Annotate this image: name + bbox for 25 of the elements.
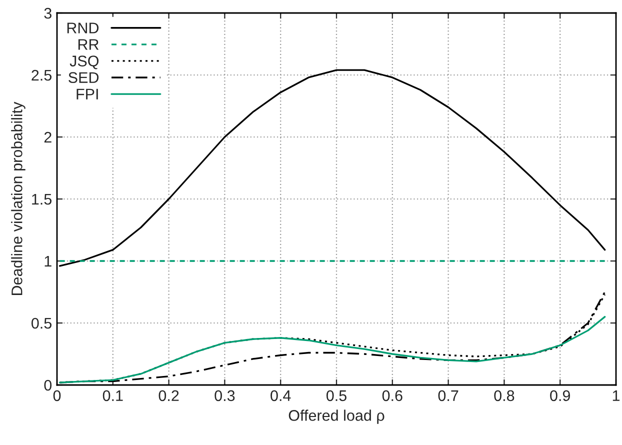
x-tick-label: 0.9 (550, 390, 570, 402)
legend-label: SED (68, 72, 99, 83)
y-tick-label: 0 (44, 380, 52, 391)
y-tick-label: 1 (44, 256, 52, 267)
legend-label: RND (67, 22, 99, 34)
x-tick-label: 0.7 (438, 390, 458, 402)
x-tick-label: 1 (612, 390, 620, 401)
legend-label: FPI (76, 88, 98, 100)
x-tick-label: 0.4 (270, 390, 291, 402)
x-tick-label: 0.8 (494, 390, 514, 402)
y-tick-label: 2.5 (32, 70, 52, 81)
y-tick-label: 3 (44, 8, 52, 19)
legend-label: JSQ (70, 56, 99, 70)
x-tick-label: 0.2 (158, 390, 179, 402)
y-axis-title: Deadline violation probability (11, 102, 26, 295)
x-tick-label: 0.5 (326, 390, 346, 402)
legend-label: RR (78, 39, 99, 50)
x-tick-label: 0 (53, 390, 61, 402)
y-tick-label: 0.5 (32, 318, 52, 329)
y-tick-label: 2 (44, 132, 52, 143)
x-tick-label: 0.1 (102, 390, 123, 402)
y-tick-label: 1.5 (32, 194, 52, 205)
x-tick-label: 0.6 (382, 390, 402, 402)
x-tick-label: 0.3 (214, 390, 235, 402)
x-axis-title: Offered load ρ (288, 410, 384, 424)
